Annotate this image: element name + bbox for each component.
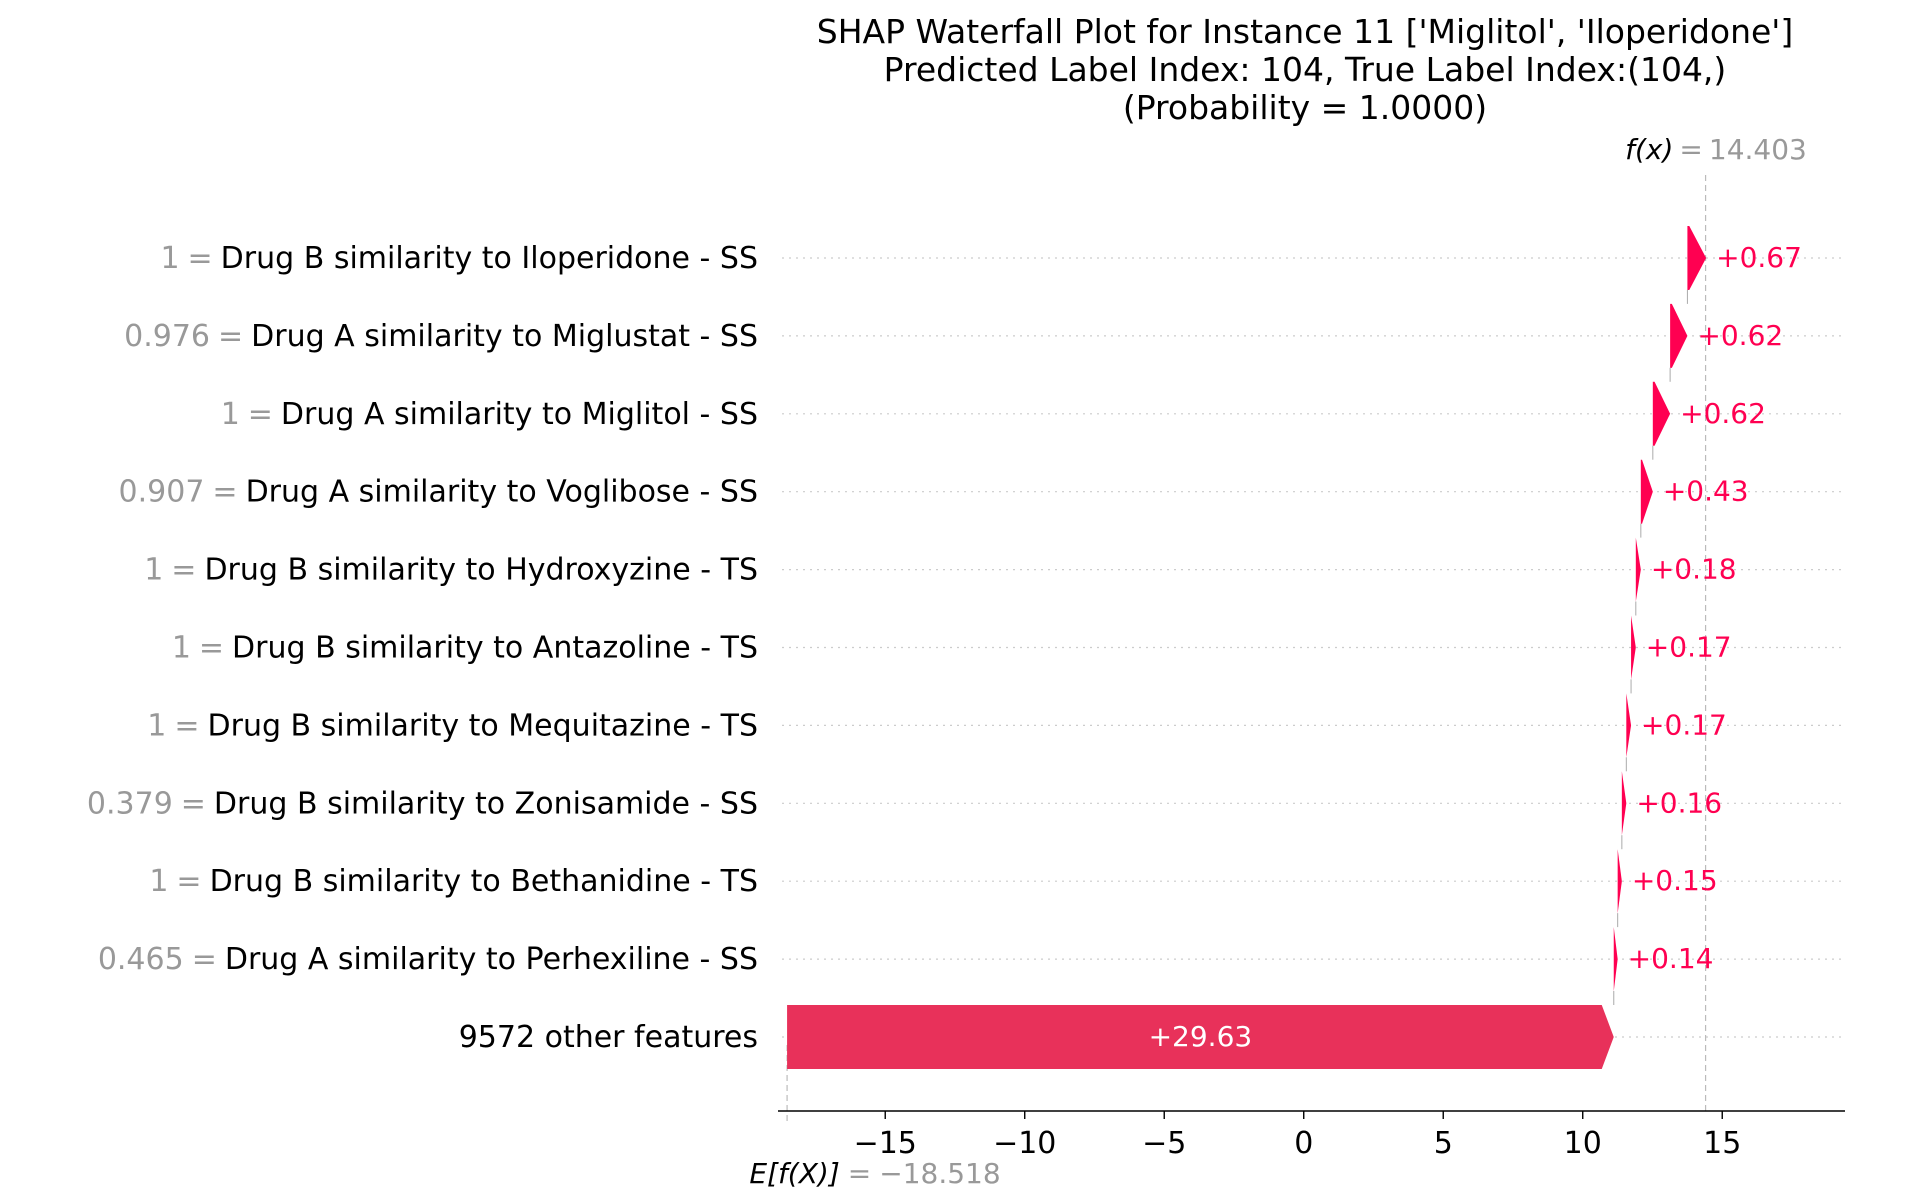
bar [1640,459,1653,524]
feature-value: 0.907 [119,475,205,510]
feature-value: 1 [172,631,191,666]
feature-name: Drug B similarity to Bethanidine - TS [210,864,758,899]
bar-value-label: +0.62 [1697,319,1783,352]
reference-lines [786,175,1707,1122]
feature-value: 1 [149,864,168,899]
x-tick-label: −10 [993,1126,1056,1161]
bar-value-label: +0.43 [1663,475,1749,508]
feature-name: 9572 other features [459,1020,758,1055]
feature-name: Drug B similarity to Antazoline - TS [232,631,758,666]
bar-value-label: +0.17 [1641,708,1727,741]
feature-value: 1 [144,553,163,588]
feature-label: 9572 other features [459,1020,758,1055]
feature-name: Drug A similarity to Perhexiline - SS [225,942,758,977]
efx-label: E[f(X)] [749,1157,839,1190]
bar-value-label: +0.17 [1646,631,1732,664]
svg-text:E[f(X)]=−18.518: E[f(X)] = −18.518 [749,1157,1000,1190]
bar [1626,693,1632,758]
feature-label: 1 = Drug A similarity to Miglitol - SS [221,397,758,432]
bars: +0.67 +0.62 +0.62 +0.43 +0.18 +0.17 +0.17 +0.16… [787,226,1802,1069]
feature-value: 1 [147,708,166,743]
feature-value: 0.976 [124,319,210,354]
feature-value: 0.379 [87,786,173,821]
bar [1652,381,1671,446]
bar [1670,303,1688,368]
x-tick-label: 0 [1294,1126,1313,1161]
chart-title: SHAP Waterfall Plot for Instance 11 ['Mi… [817,12,1794,127]
bar-value-label: +0.67 [1716,241,1802,274]
svg-text:f(x)=14.403: f(x) = 14.403 [1625,133,1807,166]
title-line-2: Predicted Label Index: 104, True Label I… [884,50,1727,89]
feature-label: 1 = Drug B similarity to Iloperidone - SS [160,241,758,276]
efx-annotation: E[f(X)] = −18.518 [749,1157,1000,1190]
x-tick-label: −15 [854,1126,917,1161]
x-tick-label: 5 [1434,1126,1453,1161]
feature-label: 1 = Drug B similarity to Mequitazine - TS [147,708,758,743]
feature-label: 0.379 = Drug B similarity to Zonisamide - … [87,786,758,821]
bar-value-label: +29.63 [1149,1020,1253,1053]
bar [1617,849,1622,914]
feature-name: Drug A similarity to Voglibose - SS [246,475,758,510]
feature-value: 1 [160,241,179,276]
x-tick-label: 10 [1564,1126,1602,1161]
x-tick-label: 15 [1703,1126,1741,1161]
bar [1621,771,1627,836]
bar-value-label: +0.15 [1632,864,1718,897]
feature-value: 1 [221,397,240,432]
bar [1613,927,1618,992]
feature-name: Drug B similarity to Zonisamide - SS [214,786,758,821]
bar-value-label: +0.18 [1651,553,1737,586]
feature-label: 0.976 = Drug A similarity to Miglustat - S… [124,319,758,354]
title-line-3: (Probability = 1.0000) [1123,88,1487,127]
feature-value: 0.465 [98,942,184,977]
feature-label: 1 = Drug B similarity to Bethanidine - TS [149,864,758,899]
feature-labels: 1 = Drug B similarity to Iloperidone - SS 0… [87,241,758,1055]
x-axis: −15 −10 −5 0 5 10 15 [778,1110,1845,1161]
feature-label: 0.465 = Drug A similarity to Perhexiline -… [98,942,758,977]
feature-label: 0.907 = Drug A similarity to Voglibose - S… [119,475,758,510]
feature-name: Drug B similarity to Mequitazine - TS [208,708,758,743]
feature-name: Drug B similarity to Hydroxyzine - TS [204,553,758,588]
bar-value-label: +0.14 [1628,942,1714,975]
feature-name: Drug A similarity to Miglustat - SS [251,319,758,354]
feature-name: Drug B similarity to Iloperidone - SS [221,241,758,276]
fx-label: f(x) [1625,133,1673,166]
efx-value: −18.518 [879,1157,1000,1190]
feature-name: Drug A similarity to Miglitol - SS [281,397,758,432]
feature-label: 1 = Drug B similarity to Antazoline - TS [172,631,758,666]
feature-label: 1 = Drug B similarity to Hydroxyzine - TS [144,553,758,588]
fx-value: 14.403 [1709,133,1807,166]
bar [1635,537,1641,602]
x-tick-label: −5 [1142,1126,1186,1161]
bar [1687,226,1707,290]
bar-value-label: +0.16 [1636,786,1722,819]
bar [787,1005,1614,1069]
bar [1631,615,1636,680]
title-line-1: SHAP Waterfall Plot for Instance 11 ['Mi… [817,12,1794,51]
bar-value-label: +0.62 [1680,397,1766,430]
fx-annotation: f(x) = 14.403 [1625,133,1807,166]
